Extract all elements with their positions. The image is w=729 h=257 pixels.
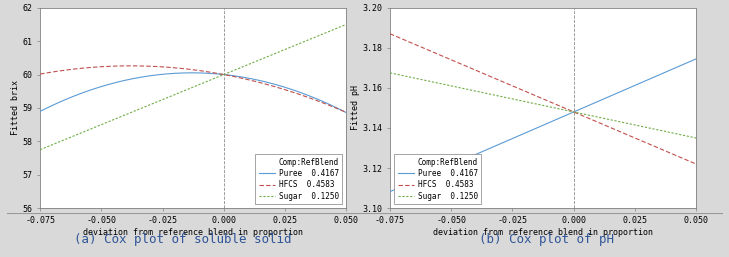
Text: (b) Cox plot of pH: (b) Cox plot of pH [479, 233, 615, 246]
Legend: Comp:RefBlend, Puree  0.4167, HFCS  0.4583, Sugar  0.1250: Comp:RefBlend, Puree 0.4167, HFCS 0.4583… [255, 154, 343, 204]
Legend: Comp:RefBlend, Puree  0.4167, HFCS  0.4583, Sugar  0.1250: Comp:RefBlend, Puree 0.4167, HFCS 0.4583… [394, 154, 481, 204]
Text: (a) Cox plot of soluble solid: (a) Cox plot of soluble solid [74, 233, 291, 246]
Y-axis label: Fitted brix: Fitted brix [11, 80, 20, 135]
X-axis label: deviation from reference blend in proportion: deviation from reference blend in propor… [83, 228, 303, 237]
X-axis label: deviation from reference blend in proportion: deviation from reference blend in propor… [433, 228, 653, 237]
Y-axis label: Fitted pH: Fitted pH [351, 85, 359, 131]
